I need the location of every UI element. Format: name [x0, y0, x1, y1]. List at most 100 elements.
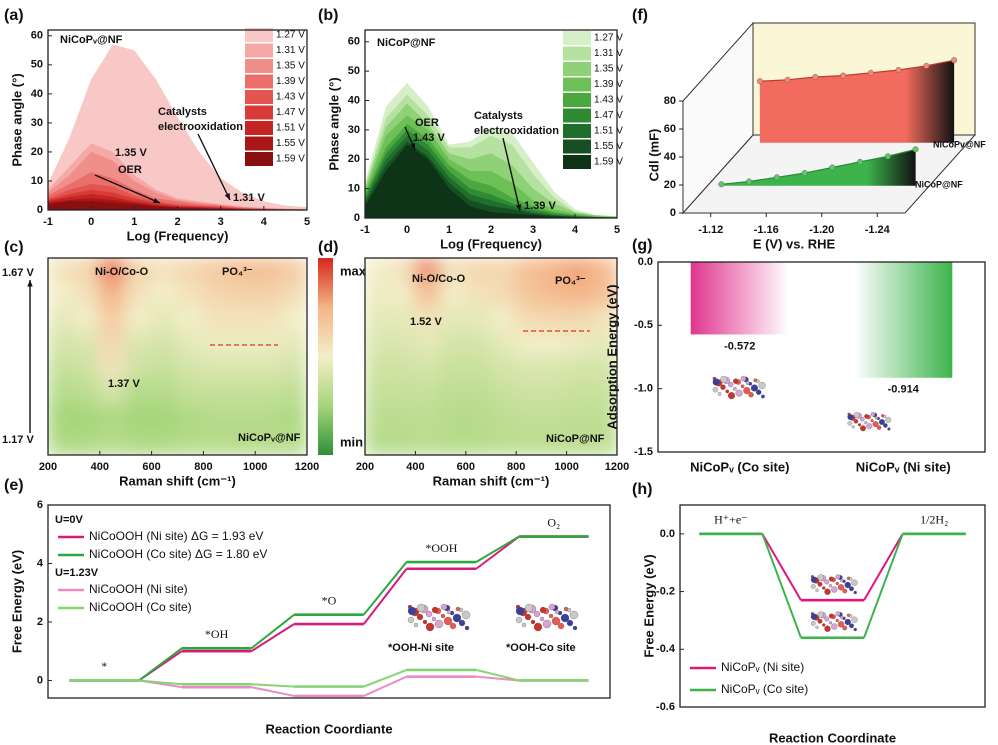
atom: [853, 627, 857, 632]
y-tick-label: 20: [664, 179, 676, 191]
heat-cell: [565, 404, 593, 432]
heat-cell: [280, 380, 307, 407]
ribbon: [759, 60, 955, 143]
atom: [557, 622, 565, 630]
atom: [554, 609, 560, 615]
atom: [860, 416, 865, 422]
atom: [563, 606, 569, 612]
point: [812, 73, 819, 80]
atom: [849, 586, 854, 592]
heat-cell: [124, 306, 153, 333]
heat-cell: [365, 429, 392, 455]
legend-label: 1.31 V: [594, 48, 623, 59]
atom: [824, 625, 831, 632]
atom: [874, 416, 878, 420]
heat-cell: [72, 355, 101, 383]
atom: [817, 618, 823, 624]
heat-cell: [150, 258, 179, 284]
y-tick-label: 0: [37, 204, 43, 216]
point: [912, 146, 919, 153]
heat-cell: [176, 281, 205, 309]
y-tick-label: 30: [31, 117, 43, 129]
annotation: OER: [118, 164, 142, 176]
y-tick-label: 60: [348, 36, 360, 48]
heat-cell: [176, 258, 205, 284]
heat-cell: [439, 306, 467, 333]
x-tick-label: -1.16: [754, 224, 779, 236]
category-label: H⁺+e⁻: [714, 513, 747, 527]
category-label: *: [101, 659, 107, 673]
point: [840, 72, 847, 79]
heat-cell: [439, 380, 467, 407]
x-tick-label: 1200: [605, 461, 629, 473]
level-connector: [476, 675, 520, 682]
point: [718, 181, 725, 188]
x-tick-label: 5: [614, 224, 620, 236]
panel-label: (b): [318, 7, 338, 24]
atom: [828, 576, 834, 582]
atom: [844, 618, 851, 626]
annotation: PO₄³⁻: [555, 275, 586, 287]
heat-cell: [72, 404, 101, 432]
legend-label: 1.43 V: [276, 92, 305, 103]
heat-cell: [490, 404, 518, 432]
bar: [690, 262, 789, 335]
point: [746, 178, 753, 185]
heat-cell: [254, 404, 283, 432]
y-tick-label: 4: [37, 557, 44, 569]
heat-cell: [176, 306, 205, 333]
atom: [446, 609, 452, 615]
annotation: U=1.23V: [55, 567, 99, 579]
x-tick-label: 0: [404, 224, 410, 236]
point: [773, 174, 780, 181]
x-tick-label: 800: [507, 461, 525, 473]
x-tick-label: -1.12: [698, 224, 723, 236]
heat-cell: [228, 355, 257, 383]
colorbar: [318, 258, 333, 455]
atom: [720, 384, 726, 390]
annotation: Ni-O/Co-O: [412, 273, 466, 285]
heat-cell: [464, 306, 492, 333]
heat-cell: [48, 429, 75, 455]
legend-label: 1.51 V: [276, 123, 305, 134]
y-tick-label: 40: [664, 151, 676, 163]
heat-cell: [365, 306, 392, 333]
value-label: -0.572: [724, 340, 755, 352]
heat-cell: [389, 429, 417, 455]
atom: [422, 619, 428, 625]
atom: [887, 427, 891, 431]
heat-cell: [254, 281, 283, 309]
atom: [881, 414, 885, 418]
plot-frame: [364, 257, 618, 456]
atom: [458, 619, 466, 627]
point: [784, 76, 791, 83]
atom: [533, 622, 543, 632]
heat-field: [365, 258, 617, 455]
heat-cell: [202, 306, 231, 333]
atom: [515, 616, 523, 624]
panel-label: (c): [4, 239, 24, 256]
y-tick-label: 30: [348, 124, 360, 136]
heat-cell: [464, 330, 492, 358]
atom: [835, 611, 841, 617]
panel-label: (f): [632, 7, 648, 24]
annotation: U=0V: [55, 514, 83, 526]
x-tick-label: 400: [406, 461, 424, 473]
heat-cell: [590, 404, 617, 432]
legend-swatch: [563, 139, 591, 154]
legend-swatch: [245, 59, 273, 73]
atom: [831, 586, 838, 593]
y-tick-label: 50: [348, 65, 360, 77]
heat-cell: [389, 404, 417, 432]
annotation: electrooxidation: [474, 125, 559, 137]
atom: [844, 581, 851, 589]
heat-cell: [72, 281, 101, 309]
atom: [835, 618, 839, 623]
heat-cell: [414, 380, 442, 407]
heat-cell: [280, 429, 307, 455]
atom: [727, 381, 734, 388]
atom: [840, 578, 844, 583]
heat-cell: [365, 330, 392, 358]
heat-cell: [48, 330, 75, 358]
